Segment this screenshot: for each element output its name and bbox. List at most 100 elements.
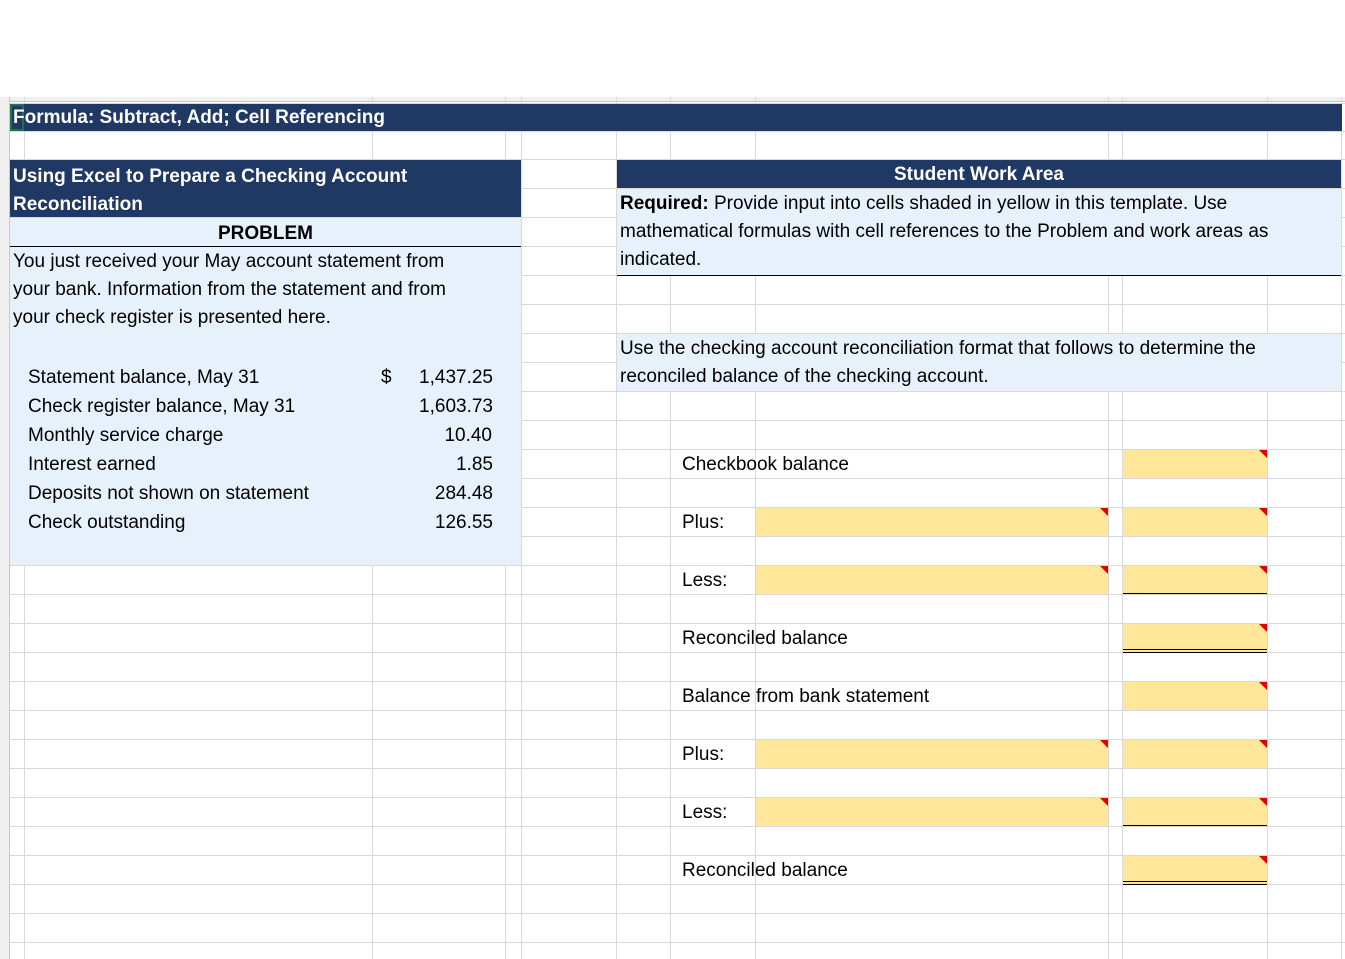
gridline: [10, 681, 1345, 682]
required-line: Required: Provide input into cells shade…: [620, 190, 1227, 218]
problem-description-line: You just received your May account state…: [13, 251, 445, 272]
problem-description-line: your check register is presented here.: [13, 307, 331, 328]
gridline: [10, 536, 1345, 537]
gridline: [10, 333, 1345, 334]
problem-item-label: Interest earned: [28, 454, 156, 475]
checkbook-plus-description-input[interactable]: [756, 508, 1108, 536]
gridline: [1108, 97, 1109, 959]
gridline: [670, 97, 671, 959]
checkbook-reconciled-balance-input[interactable]: [1123, 624, 1267, 653]
problem-description-line: your bank. Information from the statemen…: [13, 279, 446, 300]
comment-marker: [1259, 566, 1267, 574]
bank-less-description-input[interactable]: [756, 798, 1108, 826]
gridline: [10, 159, 1345, 160]
gridline: [10, 103, 1345, 104]
gridline: [10, 304, 1345, 305]
gridline: [10, 188, 1345, 189]
row-label-less: Less:: [682, 570, 728, 591]
title-bar[interactable]: Formula: Subtract, Add; Cell Referencing: [10, 104, 1342, 131]
gridline: [1267, 97, 1268, 959]
gridline: [10, 855, 1345, 856]
gridline: [10, 913, 1345, 914]
gridline: [1122, 97, 1123, 959]
checkbook-less-description-input[interactable]: [756, 566, 1108, 594]
problem-header-line2: Reconciliation: [13, 194, 143, 215]
checkbook-plus-amount-input[interactable]: [1123, 508, 1267, 536]
problem-item-label: Deposits not shown on statement: [28, 483, 309, 504]
problem-label: PROBLEM: [218, 223, 313, 244]
problem-item-value: 284.48: [434, 483, 493, 504]
problem-header[interactable]: Using Excel to Prepare a Checking Accoun…: [10, 160, 521, 217]
row-label-checkbook-balance: Checkbook balance: [682, 454, 849, 475]
row-label-reconciled-balance: Reconciled balance: [682, 628, 848, 649]
gridline: [10, 478, 1345, 479]
comment-marker: [1259, 856, 1267, 864]
gridline: [1341, 97, 1342, 959]
work-area-header[interactable]: Student Work Area: [617, 160, 1341, 188]
problem-header-line1: Using Excel to Prepare a Checking Accoun…: [13, 166, 408, 187]
comment-marker: [1259, 624, 1267, 632]
gridline: [10, 391, 1345, 392]
row-label-plus: Plus:: [682, 744, 725, 765]
comment-marker: [1259, 508, 1267, 516]
work-area-title: Student Work Area: [894, 164, 1064, 185]
gridline: [10, 739, 1345, 740]
row-label-reconciled-balance: Reconciled balance: [682, 860, 848, 881]
comment-marker: [1259, 798, 1267, 806]
gridline: [10, 652, 1345, 653]
gridline: [10, 420, 1345, 421]
row-label-bank-statement-balance: Balance from bank statement: [682, 686, 930, 707]
problem-item-label: Monthly service charge: [28, 425, 224, 446]
required-line: mathematical formulas with cell referenc…: [620, 221, 1269, 242]
gridline: [10, 710, 1345, 711]
gridline: [10, 131, 1345, 132]
gridline: [10, 942, 1345, 943]
column-header-strip: [0, 97, 1345, 102]
checkbook-balance-amount-input[interactable]: [1123, 450, 1267, 478]
comment-marker: [1100, 798, 1108, 806]
required-text: Provide input into cells shaded in yello…: [708, 193, 1228, 214]
problem-item-value: 1,437.25: [419, 367, 493, 388]
bank-plus-description-input[interactable]: [756, 740, 1108, 768]
required-line: indicated.: [620, 249, 702, 270]
page-title: Formula: Subtract, Add; Cell Referencing: [13, 107, 385, 128]
comment-marker: [1259, 450, 1267, 458]
problem-label-cell[interactable]: PROBLEM: [10, 219, 521, 247]
instruction-panel[interactable]: Use the checking account reconciliation …: [617, 334, 1341, 391]
currency-symbol: $: [381, 367, 392, 388]
comment-marker: [1259, 682, 1267, 690]
gridline: [10, 826, 1345, 827]
gridline: [521, 97, 522, 959]
gridline: [10, 449, 1345, 450]
row-label-less: Less:: [682, 802, 728, 823]
problem-item-label: Check register balance, May 31: [28, 396, 296, 417]
gridline: [10, 768, 1345, 769]
gridline: [10, 565, 1345, 566]
gridline: [755, 97, 756, 959]
required-label: Required:: [620, 193, 709, 214]
bank-plus-amount-input[interactable]: [1123, 740, 1267, 768]
required-panel[interactable]: Required: Provide input into cells shade…: [617, 189, 1341, 276]
active-cell-cursor: [10, 104, 24, 131]
gridline: [10, 884, 1345, 885]
comment-marker: [1259, 740, 1267, 748]
gridline: [10, 623, 1345, 624]
instruction-line: Use the checking account reconciliation …: [620, 338, 1256, 359]
comment-marker: [1100, 508, 1108, 516]
bank-less-amount-input[interactable]: [1123, 798, 1267, 826]
problem-item-value: 126.55: [434, 512, 493, 533]
problem-item-value: 1,603.73: [419, 396, 493, 417]
gridline: [616, 97, 617, 959]
comment-marker: [1100, 566, 1108, 574]
comment-marker: [1100, 740, 1108, 748]
bank-balance-amount-input[interactable]: [1123, 682, 1267, 710]
bank-reconciled-balance-input[interactable]: [1123, 856, 1267, 885]
row-label-plus: Plus:: [682, 512, 725, 533]
problem-item-label: Check outstanding: [28, 512, 186, 533]
instruction-line: reconciled balance of the checking accou…: [620, 366, 989, 387]
problem-item-value: 1.85: [456, 454, 493, 475]
problem-item-value: 10.40: [444, 425, 492, 446]
checkbook-less-amount-input[interactable]: [1123, 566, 1267, 594]
problem-panel: [10, 218, 521, 565]
